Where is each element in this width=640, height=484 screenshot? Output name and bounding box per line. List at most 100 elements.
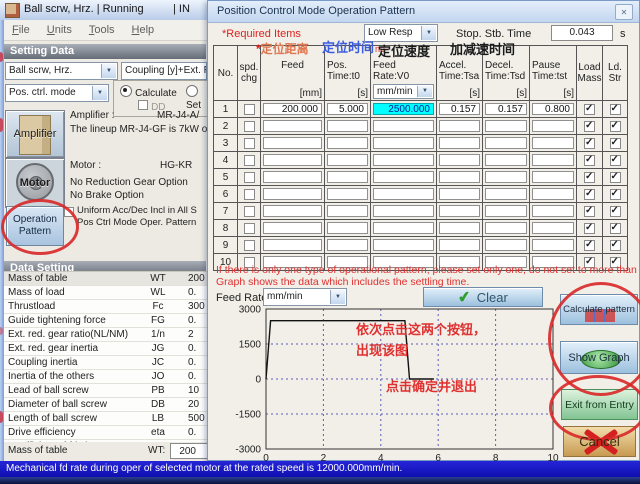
calculate-radio[interactable]: Calculate [120, 85, 177, 99]
dialog-titlebar[interactable]: Position Control Mode Operation Pattern … [208, 1, 639, 23]
accel-time-input[interactable] [439, 120, 480, 132]
spd-chg-checkbox[interactable] [243, 188, 255, 200]
accel-time-input[interactable] [439, 239, 480, 251]
pos-time-input[interactable] [327, 154, 368, 166]
feed-rate-input[interactable] [373, 256, 434, 268]
set-radio[interactable]: Set [186, 85, 208, 111]
spd-chg-checkbox[interactable] [243, 222, 255, 234]
menu-file[interactable]: File [12, 24, 30, 36]
ld-str-checkbox[interactable] [609, 137, 621, 149]
feed-rate-input[interactable]: 2500.000 [373, 103, 434, 115]
chevron-down-icon[interactable]: ▼ [421, 26, 436, 40]
load-mass-checkbox[interactable] [584, 137, 595, 149]
feed-rate-input[interactable] [373, 154, 434, 166]
menu-tools[interactable]: Tools [88, 24, 115, 36]
mechanism-select[interactable]: Ball scrw, Hrz. ▼ [5, 62, 118, 80]
data-setting-row[interactable]: Length of ball screw LB 500 [4, 412, 207, 426]
data-setting-row[interactable]: Coefficient of friction mu 0. [4, 440, 207, 442]
pos-time-input[interactable] [327, 137, 368, 149]
uniform-accdec-checkbox[interactable] [64, 207, 74, 217]
load-mass-checkbox[interactable] [584, 205, 595, 217]
decel-time-input[interactable] [485, 188, 527, 200]
spd-chg-checkbox[interactable] [243, 256, 255, 268]
data-setting-row[interactable]: Inertia of the others JO 0. [4, 370, 207, 384]
feed-input[interactable] [263, 256, 322, 268]
spd-chg-checkbox[interactable] [243, 171, 255, 183]
mode-select[interactable]: Pos. ctrl. mode ▼ [5, 84, 109, 102]
feed-input[interactable] [263, 137, 322, 149]
pause-time-input[interactable] [532, 171, 574, 183]
pos-time-input[interactable] [327, 205, 368, 217]
footer-field-input[interactable]: 200 [170, 443, 211, 459]
feed-rate-unit-select[interactable]: mm/min ▼ [373, 84, 434, 99]
ld-str-checkbox[interactable] [609, 171, 621, 183]
decel-time-input[interactable] [485, 171, 527, 183]
load-mass-checkbox[interactable] [584, 222, 595, 234]
pos-time-input[interactable] [327, 256, 368, 268]
spd-chg-checkbox[interactable] [243, 205, 255, 217]
menu-help[interactable]: Help [131, 24, 155, 36]
spd-chg-checkbox[interactable] [243, 154, 255, 166]
feed-input[interactable] [263, 188, 322, 200]
decel-time-input[interactable] [485, 222, 527, 234]
data-setting-row[interactable]: Lead of ball screw PB 10 [4, 384, 207, 398]
data-setting-row[interactable]: Ext. red. gear ratio(NL/NM) 1/n 2 [4, 328, 207, 342]
pause-time-input[interactable]: 0.800 [532, 103, 574, 115]
dd-checkbox[interactable]: DD [138, 100, 166, 113]
feed-rate-input[interactable] [373, 205, 434, 217]
chevron-down-icon[interactable]: ▼ [101, 64, 116, 78]
data-setting-row[interactable]: Guide tightening force FG 0. [4, 314, 207, 328]
feed-input[interactable] [263, 120, 322, 132]
close-icon[interactable]: ✕ [615, 4, 633, 20]
feed-input[interactable] [263, 205, 322, 217]
accel-time-input[interactable] [439, 188, 480, 200]
pause-time-input[interactable] [532, 120, 574, 132]
ld-str-checkbox[interactable] [609, 103, 621, 115]
feed-input[interactable] [263, 239, 322, 251]
accel-time-input[interactable] [439, 171, 480, 183]
stop-stb-time-input[interactable]: 0.043 [551, 25, 613, 41]
graph-feed-rate-unit-select[interactable]: mm/min ▼ [263, 288, 347, 306]
feed-rate-input[interactable] [373, 171, 434, 183]
chevron-down-icon[interactable]: ▼ [92, 86, 107, 100]
decel-time-input[interactable] [485, 120, 527, 132]
ld-str-checkbox[interactable] [609, 154, 621, 166]
pos-time-input[interactable]: 5.000 [327, 103, 368, 115]
load-mass-checkbox[interactable] [584, 171, 595, 183]
pause-time-input[interactable] [532, 239, 574, 251]
response-select[interactable]: Low Resp ▼ [364, 24, 438, 42]
pos-time-input[interactable] [327, 222, 368, 234]
data-setting-row[interactable]: Thrustload Fc 300 [4, 300, 207, 314]
support-select[interactable]: Coupling [y]+Ext. R [121, 62, 207, 80]
feed-rate-input[interactable] [373, 222, 434, 234]
amplifier-button[interactable]: Amplifier [5, 110, 65, 158]
data-setting-row[interactable]: Drive efficiency eta 0. [4, 426, 207, 440]
ld-str-checkbox[interactable] [609, 205, 621, 217]
pause-time-input[interactable] [532, 154, 574, 166]
load-mass-checkbox[interactable] [584, 239, 595, 251]
feed-input[interactable] [263, 154, 322, 166]
load-mass-checkbox[interactable] [584, 120, 595, 132]
ld-str-checkbox[interactable] [609, 222, 621, 234]
pos-time-input[interactable] [327, 239, 368, 251]
accel-time-input[interactable] [439, 205, 480, 217]
data-setting-row[interactable]: Ext. red. gear inertia JG 0. [4, 342, 207, 356]
clear-button[interactable]: ✔ Clear [423, 287, 543, 307]
spd-chg-checkbox[interactable] [243, 103, 255, 115]
ld-str-checkbox[interactable] [609, 239, 621, 251]
data-setting-row[interactable]: Coupling inertia JC 0. [4, 356, 207, 370]
operation-pattern-button[interactable]: Operation Pattern [6, 206, 64, 246]
decel-time-input[interactable] [485, 205, 527, 217]
chevron-down-icon[interactable]: ▼ [330, 290, 345, 304]
pos-time-input[interactable] [327, 120, 368, 132]
feed-rate-input[interactable] [373, 188, 434, 200]
data-setting-row[interactable]: Mass of table WT 200 [4, 272, 207, 286]
load-mass-checkbox[interactable] [584, 154, 595, 166]
feed-input[interactable] [263, 171, 322, 183]
decel-time-input[interactable] [485, 256, 527, 268]
ld-str-checkbox[interactable] [609, 188, 621, 200]
decel-time-input[interactable] [485, 154, 527, 166]
feed-rate-input[interactable] [373, 239, 434, 251]
accel-time-input[interactable] [439, 256, 480, 268]
exit-from-entry-button[interactable]: Exit from Entry [561, 389, 638, 420]
